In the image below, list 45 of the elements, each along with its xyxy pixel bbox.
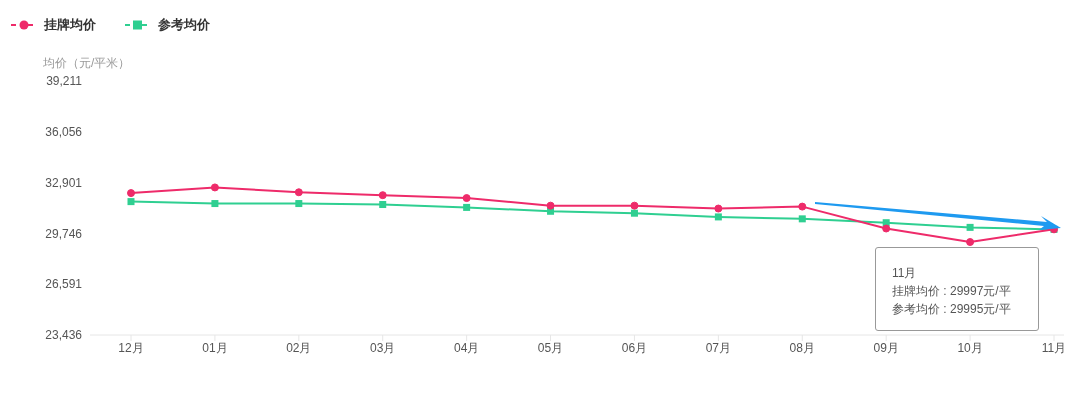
- point: [882, 224, 891, 233]
- point: [378, 191, 387, 200]
- point: [714, 213, 722, 221]
- point: [630, 201, 639, 210]
- x-tick-label: 11月: [1041, 340, 1067, 355]
- point: [630, 209, 638, 217]
- y-tick-label: 32,901: [45, 175, 83, 190]
- y-tick-label: 39,211: [46, 74, 83, 89]
- point: [463, 203, 471, 211]
- y-axis-title: 均价（元/平米）: [43, 55, 131, 72]
- x-tick-label: 04月: [453, 340, 480, 355]
- point: [462, 194, 471, 203]
- x-tick-label: 12月: [118, 340, 144, 355]
- y-tick-label: 36,056: [45, 125, 83, 140]
- y-tick-label: 26,591: [45, 277, 83, 292]
- point: [127, 198, 135, 206]
- legend-label: 挂牌均价: [44, 16, 96, 34]
- point: [295, 200, 303, 208]
- x-tick-label: 02月: [286, 340, 312, 355]
- legend-label: 参考均价: [158, 16, 210, 34]
- point: [966, 238, 975, 247]
- y-tick-label: 23,436: [45, 328, 83, 343]
- annotation: 11月: [892, 265, 918, 282]
- point: [294, 188, 303, 197]
- annotation: 挂牌均价 : 29997元/平: [892, 283, 1012, 300]
- point: [211, 200, 219, 208]
- point: [798, 202, 807, 211]
- x-tick-label: 10月: [957, 340, 983, 355]
- point: [798, 215, 806, 223]
- x-tick-label: 06月: [621, 340, 648, 355]
- x-tick-label: 07月: [705, 340, 732, 355]
- y-tick-label: 29,746: [45, 226, 83, 241]
- point: [210, 183, 219, 192]
- x-tick-label: 05月: [537, 340, 564, 355]
- point: [714, 204, 723, 213]
- x-tick-label: 08月: [789, 340, 815, 355]
- x-tick-label: 09月: [873, 340, 899, 355]
- x-tick-label: 03月: [370, 340, 396, 355]
- point: [379, 201, 387, 209]
- point: [127, 189, 135, 198]
- point: [966, 223, 974, 231]
- tooltip-box: 11月 挂牌均价 : 29997元/平 参考均价 : 29995元/平: [875, 247, 1039, 331]
- annotation: 参考均价 : 29995元/平: [892, 301, 1012, 318]
- x-tick-label: 01月: [202, 340, 228, 355]
- point: [546, 201, 555, 210]
